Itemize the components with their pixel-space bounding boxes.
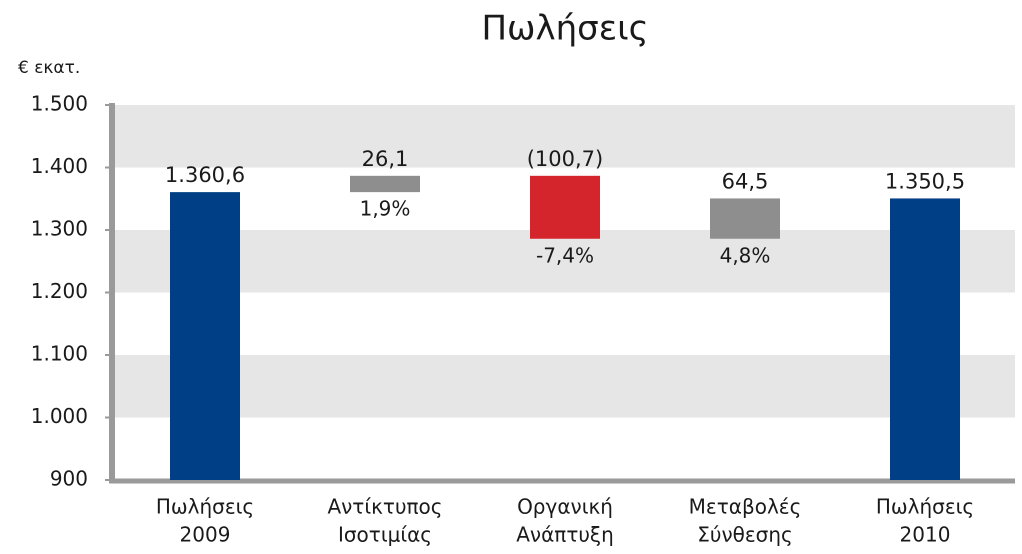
- x-tick-label: Μεταβολές: [689, 495, 802, 519]
- bar: [530, 175, 600, 239]
- x-tick-label: Αντίκτυπος: [327, 495, 442, 519]
- x-tick-label: Πωλήσεις: [156, 495, 254, 519]
- value-label: 1.360,6: [165, 163, 245, 187]
- grid-band: [115, 355, 1015, 418]
- y-axis-label: € εκατ.: [18, 58, 80, 78]
- bar: [350, 175, 420, 193]
- pct-label: -7,4%: [536, 243, 594, 267]
- x-tick-label: Οργανική: [517, 495, 613, 519]
- value-label: 1.350,5: [885, 169, 965, 193]
- x-tick-label: Ανάπτυξη: [516, 523, 614, 547]
- value-label: (100,7): [527, 147, 604, 171]
- x-tick-label: Σύνθεσης: [697, 523, 793, 547]
- grid-band: [115, 230, 1015, 293]
- y-tick-label: 1.500: [31, 92, 88, 116]
- y-tick-label: 1.400: [31, 154, 88, 178]
- value-label: 26,1: [362, 147, 409, 171]
- y-tick-label: 1.000: [31, 404, 88, 428]
- bar: [710, 198, 780, 239]
- bar: [170, 192, 240, 480]
- y-tick-label: 1.100: [31, 342, 88, 366]
- y-tick-label: 900: [50, 467, 88, 491]
- pct-label: 1,9%: [360, 197, 411, 221]
- x-tick-label: 2009: [180, 523, 231, 547]
- y-tick-label: 1.300: [31, 217, 88, 241]
- y-tick-label: 1.200: [31, 279, 88, 303]
- x-tick-label: Ισοτιμίας: [338, 523, 432, 547]
- x-tick-label: Πωλήσεις: [876, 495, 974, 519]
- pct-label: 4,8%: [720, 243, 771, 267]
- grid-band: [115, 105, 1015, 168]
- value-label: 64,5: [722, 169, 769, 193]
- bar: [890, 198, 960, 480]
- x-tick-label: 2010: [900, 523, 951, 547]
- chart-title: Πωλήσεις: [481, 9, 648, 49]
